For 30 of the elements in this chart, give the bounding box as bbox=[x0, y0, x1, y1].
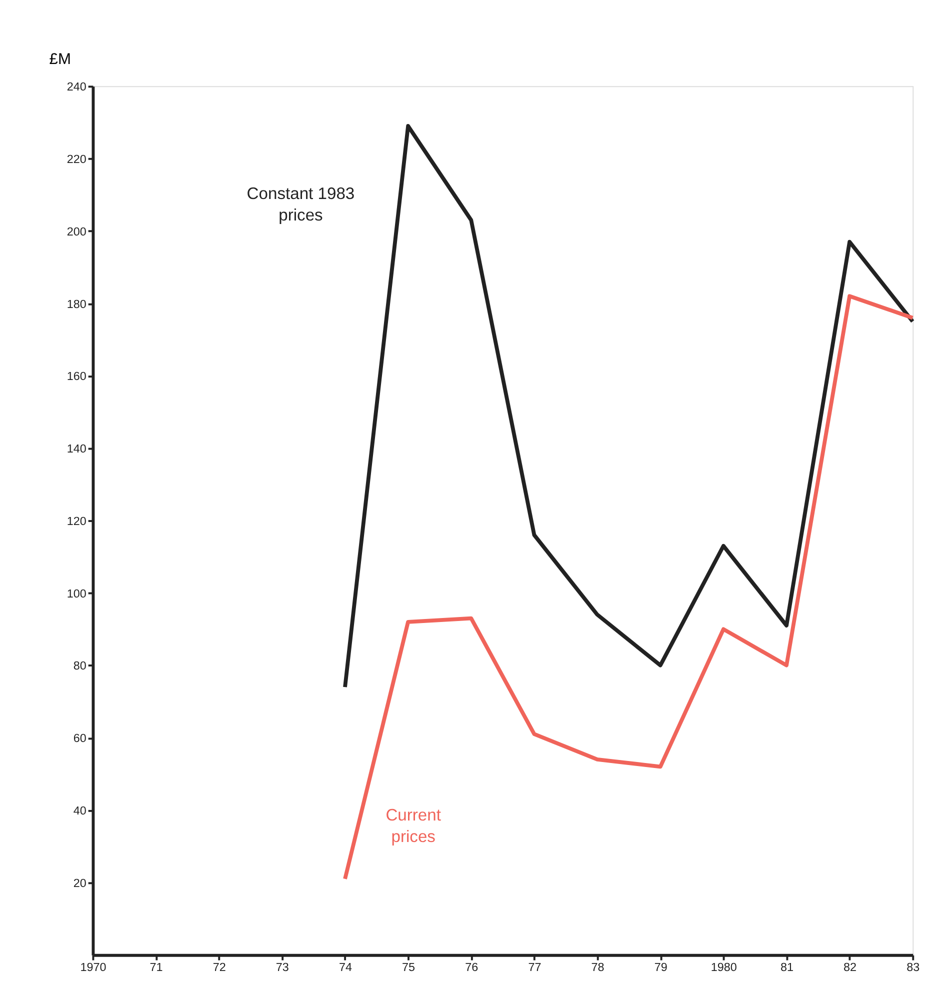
y-axis-title: £M bbox=[49, 51, 71, 68]
y-tick-label: 100 bbox=[66, 587, 87, 600]
y-tick-label: 240 bbox=[66, 80, 87, 94]
x-tick-label: 74 bbox=[338, 961, 352, 974]
y-tick-label: 120 bbox=[66, 514, 87, 528]
x-tick-label: 72 bbox=[212, 961, 226, 974]
x-tick-label: 78 bbox=[591, 961, 604, 974]
x-tick-label: 79 bbox=[654, 961, 668, 974]
x-tick-label: 83 bbox=[906, 961, 920, 974]
x-tick-label: 77 bbox=[528, 961, 542, 974]
y-tick-label: 180 bbox=[66, 298, 87, 311]
y-tick-label: 200 bbox=[66, 225, 87, 238]
y-tick-label: 140 bbox=[66, 442, 87, 456]
y-tick-label: 40 bbox=[73, 804, 87, 818]
x-tick-label: 73 bbox=[276, 961, 289, 974]
x-tick-label: 82 bbox=[844, 961, 857, 974]
y-tick-label: 160 bbox=[66, 370, 87, 384]
x-tick-label: 76 bbox=[465, 961, 478, 974]
series-label: Current prices bbox=[386, 805, 442, 846]
y-tick-label: 60 bbox=[73, 732, 87, 746]
x-tick-label: 75 bbox=[402, 961, 416, 974]
x-tick-label: 71 bbox=[150, 961, 163, 974]
line-series bbox=[343, 294, 915, 881]
text: Constant 1983 prices bbox=[246, 184, 355, 225]
y-tick-label: 80 bbox=[73, 660, 87, 673]
x-tick-label: 81 bbox=[780, 961, 794, 974]
x-tick-label: 1980 bbox=[710, 961, 738, 974]
y-tick-label: 20 bbox=[73, 876, 87, 890]
y-tick-label: 220 bbox=[66, 152, 87, 166]
x-tick-label: 1970 bbox=[80, 961, 107, 974]
